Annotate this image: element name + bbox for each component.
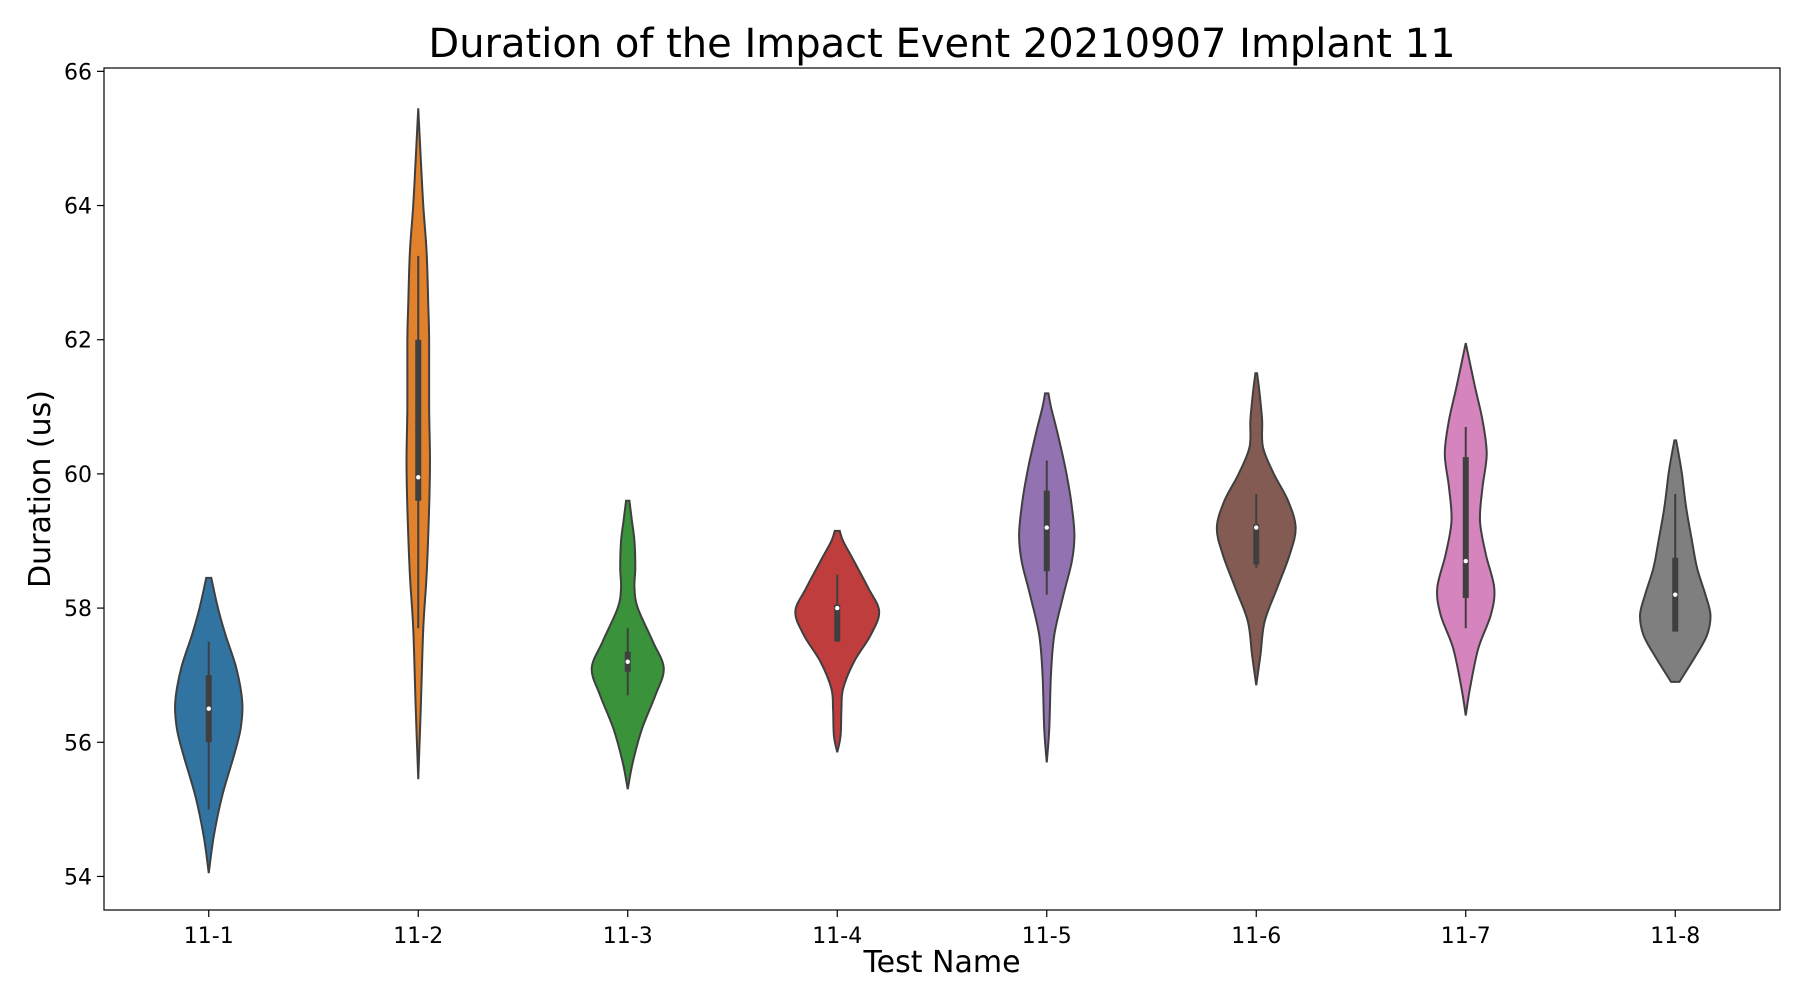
x-tick-label-11-8: 11-8 xyxy=(1650,924,1700,949)
violin-11-8 xyxy=(1639,439,1712,683)
x-tick-label-11-3: 11-3 xyxy=(603,924,653,949)
median-point-11-6 xyxy=(1254,525,1259,530)
median-point-11-1 xyxy=(206,706,211,711)
x-tick-label-11-1: 11-1 xyxy=(184,924,234,949)
violin-11-7 xyxy=(1436,342,1496,716)
iqr-box-11-6 xyxy=(1253,524,1260,565)
y-axis-label: Duration (us) xyxy=(23,390,58,588)
chart-title: Duration of the Impact Event 20210907 Im… xyxy=(428,21,1455,67)
x-tick-label-11-6: 11-6 xyxy=(1231,924,1281,949)
y-tick-label-66: 66 xyxy=(64,60,92,85)
median-point-11-7 xyxy=(1463,558,1468,564)
median-point-11-3 xyxy=(625,659,630,664)
y-tick-label-58: 58 xyxy=(64,597,92,622)
median-point-11-5 xyxy=(1044,525,1049,530)
violin-11-3 xyxy=(590,499,665,790)
violin-11-6 xyxy=(1215,372,1297,686)
violin-11-5 xyxy=(1018,392,1076,763)
violin-11-2 xyxy=(405,108,431,780)
violin-11-4 xyxy=(794,529,881,753)
x-tick-label-11-2: 11-2 xyxy=(393,924,443,949)
y-tick-label-60: 60 xyxy=(64,463,92,488)
y-tick-label-62: 62 xyxy=(64,329,92,354)
y-tick-label-56: 56 xyxy=(64,731,92,756)
plot-frame xyxy=(103,67,1781,911)
x-tick-label-11-5: 11-5 xyxy=(1022,924,1072,949)
violins-group xyxy=(174,108,1712,874)
iqr-box-11-2 xyxy=(415,339,422,501)
y-tick-label-54: 54 xyxy=(64,865,92,890)
y-tick-label-64: 64 xyxy=(64,195,92,220)
violin-11-1 xyxy=(174,576,244,874)
x-axis: 11-1 11-2 11-3 11-4 11-5 11-6 11-7 11-8 xyxy=(184,910,1700,949)
median-point-11-8 xyxy=(1673,592,1678,597)
median-point-11-4 xyxy=(835,605,840,611)
x-axis-label: Test Name xyxy=(862,945,1020,980)
x-tick-label-11-4: 11-4 xyxy=(812,924,862,949)
x-tick-label-11-7: 11-7 xyxy=(1441,924,1491,949)
iqr-box-11-7 xyxy=(1462,457,1469,599)
y-axis: 54 56 58 60 62 64 66 xyxy=(64,60,104,890)
iqr-box-11-4 xyxy=(834,604,841,642)
iqr-box-11-5 xyxy=(1043,490,1050,572)
median-point-11-2 xyxy=(416,475,421,480)
